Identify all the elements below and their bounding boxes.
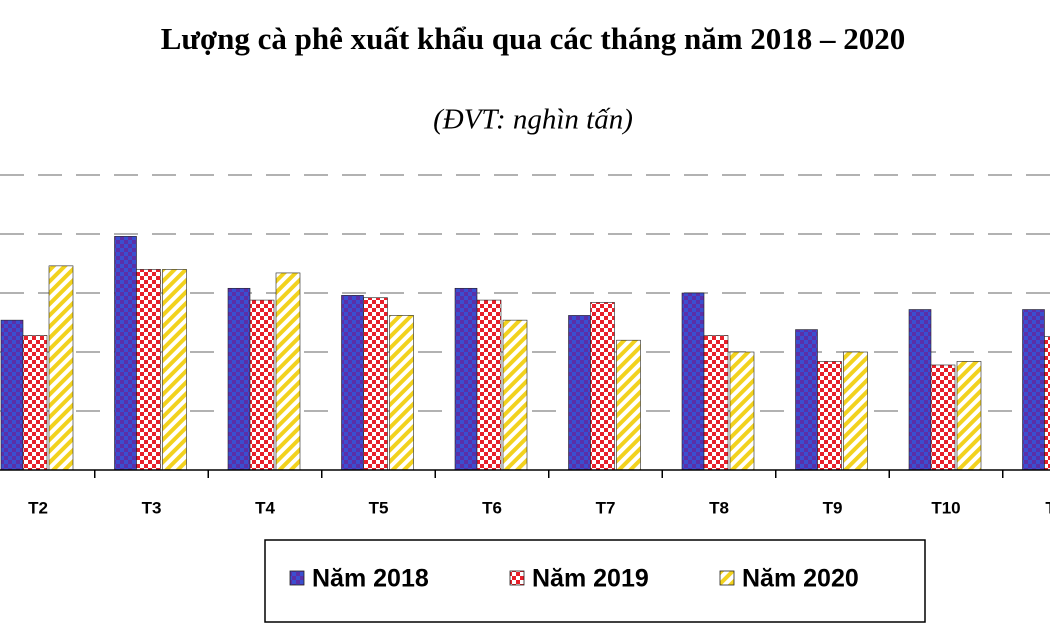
bar [341,295,364,471]
x-tick-label: T11 [1045,498,1050,517]
chart-title: Lượng cà phê xuất khẩu qua các tháng năm… [161,21,906,56]
chart-subtitle: (ĐVT: nghìn tấn) [433,104,633,136]
bar [843,351,868,471]
bar [114,236,137,471]
legend-swatch [719,570,735,586]
bar [389,315,414,471]
bar [136,269,161,471]
bar [729,351,755,471]
bar [476,299,502,471]
legend-label: Năm 2020 [742,565,859,593]
x-tick-label: T6 [482,498,502,517]
bar [249,299,275,471]
bar [1022,309,1045,471]
legend-label: Năm 2019 [532,565,649,593]
x-tick-label: T4 [255,498,275,517]
bar [590,302,615,471]
bar [956,361,982,471]
bar [568,315,591,471]
bar [363,297,388,471]
x-tick-label: T8 [709,498,729,517]
bar [162,269,187,471]
bar [930,364,956,471]
legend-swatch [509,570,525,586]
bar [502,319,528,471]
x-tick-label: T7 [596,498,616,517]
bar [0,319,24,471]
bar [616,339,641,471]
x-tick-label: T10 [931,498,960,517]
bar [454,287,478,471]
bar [681,292,705,471]
bar [48,265,74,471]
bar [227,287,251,471]
bar [795,329,818,471]
x-tick-label: T3 [142,498,162,517]
bar [908,309,932,471]
bar [1044,336,1050,471]
bar [22,335,48,471]
legend-label: Năm 2018 [312,565,429,593]
x-tick-label: T5 [369,498,389,517]
legend-swatch [289,570,305,586]
x-tick-label: T2 [28,498,48,517]
legend-box [264,539,926,623]
bar [817,361,842,471]
bar [275,272,301,471]
bar [703,335,729,471]
x-tick-label: T9 [823,498,843,517]
